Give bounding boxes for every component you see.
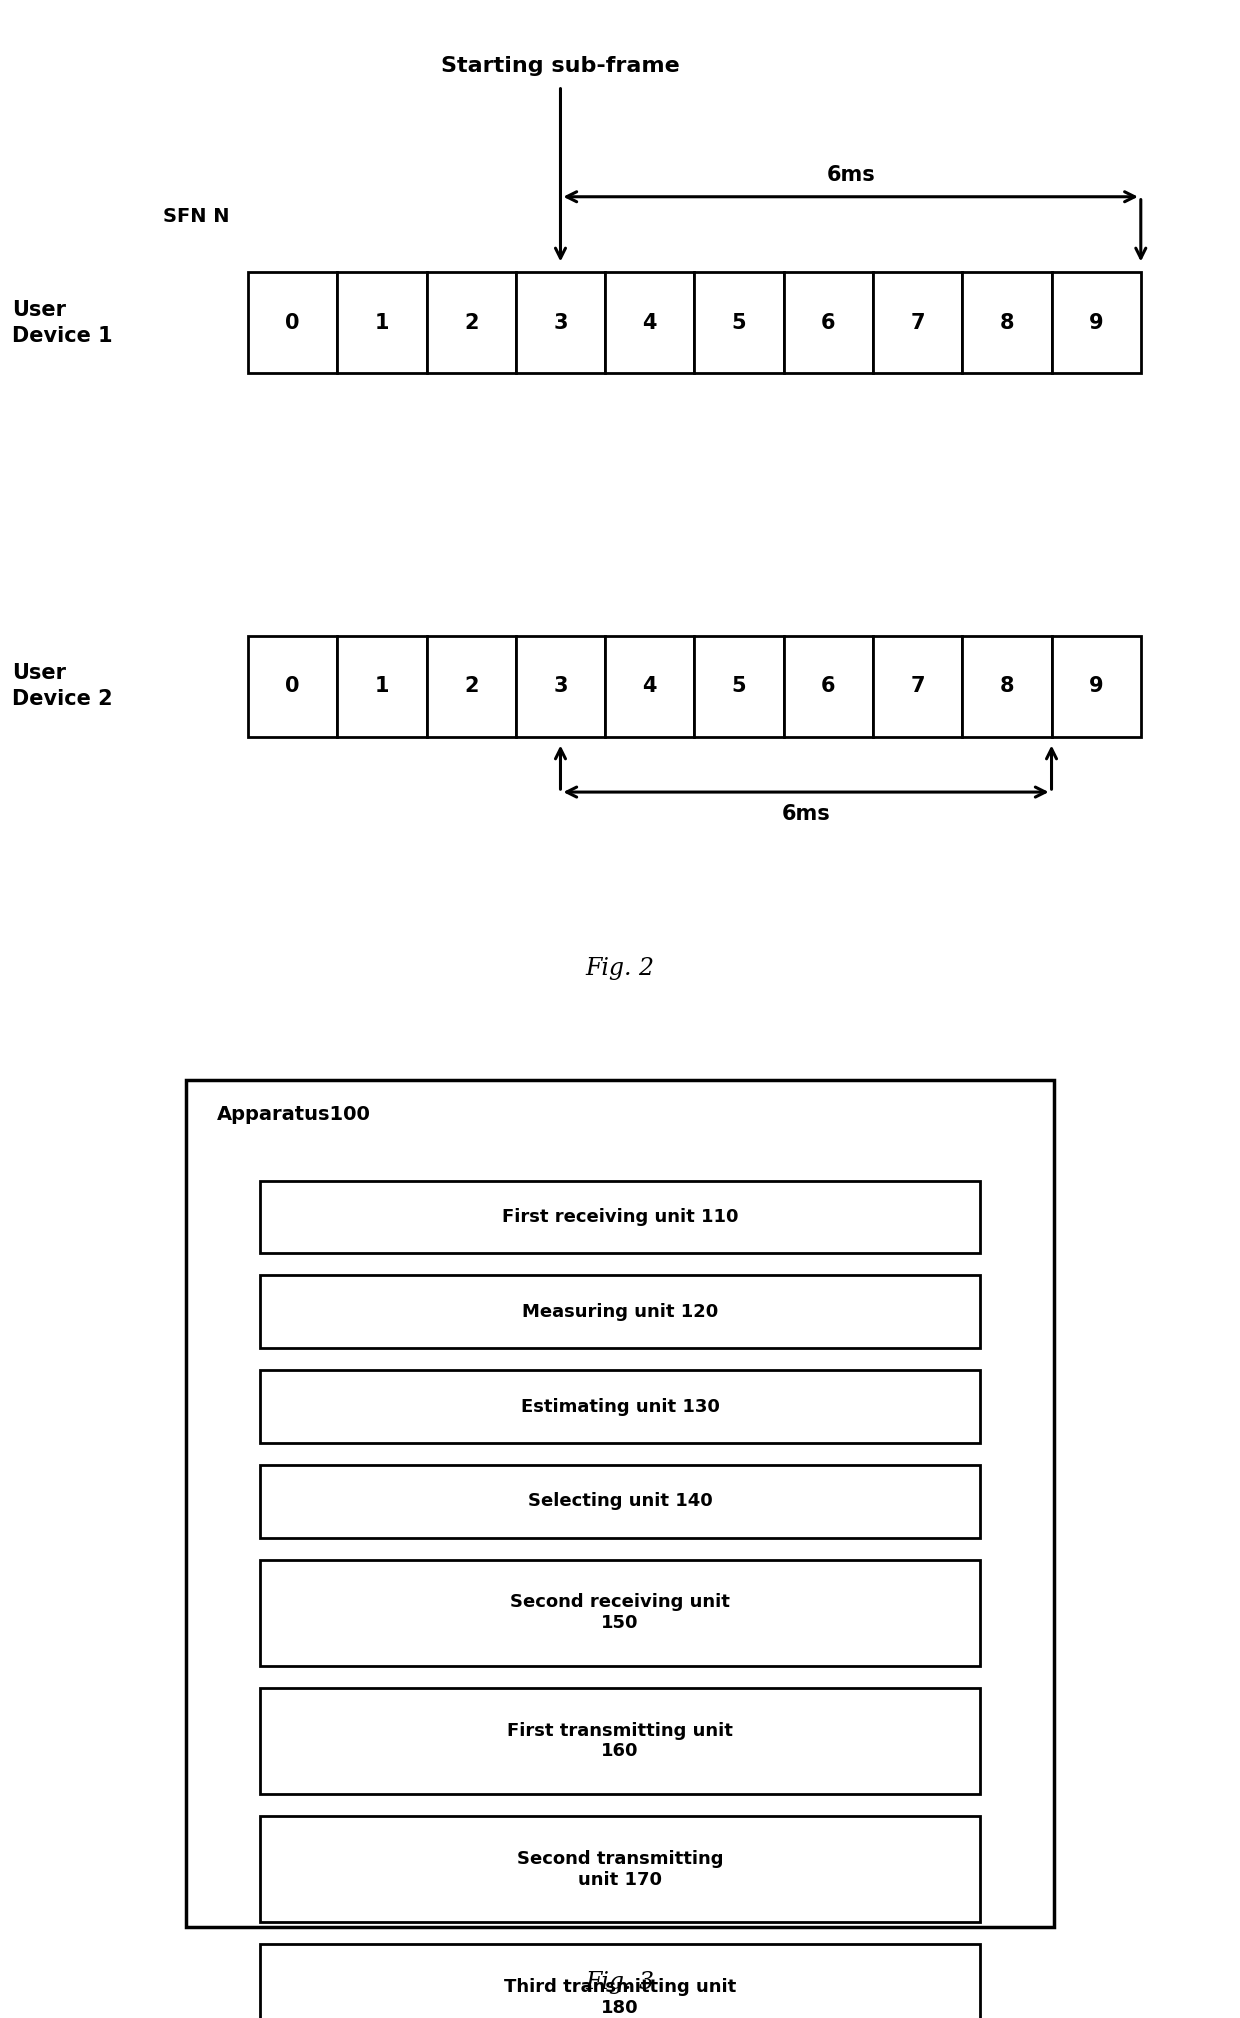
Text: 7: 7 xyxy=(910,313,925,333)
Bar xyxy=(427,636,516,737)
Text: 2: 2 xyxy=(464,313,479,333)
Text: SFN N: SFN N xyxy=(162,208,229,226)
Bar xyxy=(962,272,1052,373)
Text: Fig. 3: Fig. 3 xyxy=(585,1972,655,1994)
Bar xyxy=(962,636,1052,737)
Bar xyxy=(260,1465,980,1538)
Bar xyxy=(694,636,784,737)
Text: 0: 0 xyxy=(285,313,300,333)
Bar xyxy=(260,1943,980,2018)
Text: 7: 7 xyxy=(910,676,925,696)
Bar xyxy=(337,636,427,737)
Text: User
Device 2: User Device 2 xyxy=(12,664,113,708)
Bar xyxy=(784,272,873,373)
Text: Third transmitting unit
180: Third transmitting unit 180 xyxy=(503,1978,737,2016)
Text: 5: 5 xyxy=(732,313,746,333)
Text: First receiving unit 110: First receiving unit 110 xyxy=(502,1209,738,1225)
Bar xyxy=(260,1275,980,1348)
Text: 1: 1 xyxy=(374,313,389,333)
Bar xyxy=(605,636,694,737)
Text: Selecting unit 140: Selecting unit 140 xyxy=(528,1493,712,1509)
Bar xyxy=(784,636,873,737)
Bar xyxy=(248,272,337,373)
Text: 3: 3 xyxy=(553,676,568,696)
Bar xyxy=(337,272,427,373)
Bar xyxy=(248,636,337,737)
Text: Starting sub-frame: Starting sub-frame xyxy=(441,57,680,75)
Text: Second transmitting
unit 170: Second transmitting unit 170 xyxy=(517,1851,723,1889)
Bar xyxy=(694,272,784,373)
Bar xyxy=(186,1080,1054,1927)
Bar xyxy=(260,1560,980,1665)
Bar xyxy=(260,1816,980,1921)
Text: Apparatus100: Apparatus100 xyxy=(217,1106,371,1124)
Text: User
Device 1: User Device 1 xyxy=(12,301,113,345)
Text: Estimating unit 130: Estimating unit 130 xyxy=(521,1398,719,1415)
Text: 6: 6 xyxy=(821,313,836,333)
Bar xyxy=(516,272,605,373)
Text: First transmitting unit
160: First transmitting unit 160 xyxy=(507,1721,733,1760)
Text: 1: 1 xyxy=(374,676,389,696)
Text: Measuring unit 120: Measuring unit 120 xyxy=(522,1304,718,1320)
Bar xyxy=(260,1370,980,1443)
Text: 4: 4 xyxy=(642,313,657,333)
Bar xyxy=(427,272,516,373)
Bar xyxy=(516,636,605,737)
Bar xyxy=(873,272,962,373)
Text: Second receiving unit
150: Second receiving unit 150 xyxy=(510,1594,730,1633)
Text: 0: 0 xyxy=(285,676,300,696)
Text: 5: 5 xyxy=(732,676,746,696)
Text: Fig. 2: Fig. 2 xyxy=(585,957,655,981)
Bar xyxy=(1052,636,1141,737)
Text: 3: 3 xyxy=(553,313,568,333)
Text: 6ms: 6ms xyxy=(826,165,875,186)
Text: 6: 6 xyxy=(821,676,836,696)
Text: 8: 8 xyxy=(999,313,1014,333)
Text: 4: 4 xyxy=(642,676,657,696)
Bar xyxy=(873,636,962,737)
Bar xyxy=(605,272,694,373)
Bar xyxy=(260,1687,980,1794)
Text: 8: 8 xyxy=(999,676,1014,696)
Text: 6ms: 6ms xyxy=(781,803,831,823)
Bar xyxy=(260,1181,980,1253)
Text: 9: 9 xyxy=(1089,676,1104,696)
Text: 9: 9 xyxy=(1089,313,1104,333)
Text: 2: 2 xyxy=(464,676,479,696)
Bar xyxy=(1052,272,1141,373)
